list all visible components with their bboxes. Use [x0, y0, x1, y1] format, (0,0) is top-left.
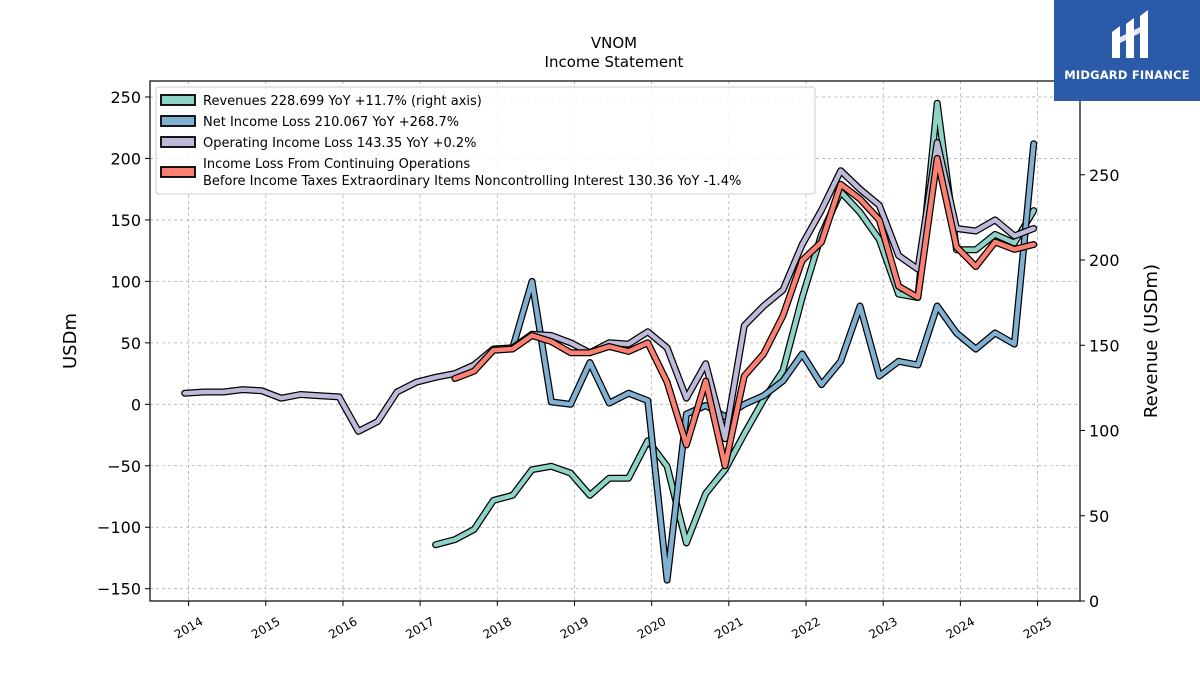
legend-swatch — [160, 136, 196, 148]
x-tick-label: 2025 — [1021, 614, 1054, 641]
series-line — [510, 141, 1036, 583]
legend-swatch — [160, 166, 196, 178]
y-axis-label: USDm — [60, 313, 81, 369]
x-tick-label: 2019 — [558, 614, 591, 641]
right-axis: 0 50 100 150 200 250 — [1080, 166, 1120, 611]
y-tick-label: 100 — [110, 272, 141, 291]
chart-subtitle: Income Statement — [545, 53, 684, 71]
brand-logo: MIDGARD FINANCE — [1054, 0, 1200, 101]
brand-mark-icon — [1112, 10, 1148, 58]
x-tick-label: 2017 — [403, 614, 436, 641]
x-tick-label: 2016 — [326, 614, 359, 641]
series-line — [182, 140, 1036, 441]
y-tick-label: 0 — [131, 395, 141, 414]
legend-swatch — [160, 115, 196, 127]
legend-label: Operating Income Loss 143.35 YoY +0.2% — [203, 136, 477, 151]
x-axis: 2014 2015 2016 2017 2018 2019 2020 2021 2022 2023… — [172, 601, 1054, 642]
legend-swatch — [160, 94, 196, 106]
y-right-tick-label: 50 — [1089, 507, 1109, 526]
legend-label: Net Income Loss 210.067 YoY +268.7% — [203, 115, 459, 130]
plot-frame — [149, 80, 1081, 602]
series-2 — [509, 140, 1038, 584]
x-tick-label: 2014 — [172, 614, 205, 641]
y-right-tick-label: 150 — [1089, 336, 1120, 355]
x-tick-label: 2024 — [944, 614, 977, 641]
y-tick-label: 200 — [110, 149, 141, 168]
x-tick-label: 2023 — [866, 614, 899, 641]
x-tick-label: 2020 — [635, 614, 668, 641]
y-right-tick-label: 100 — [1089, 422, 1120, 441]
legend-label: Revenues 228.699 YoY +11.7% (right axis) — [203, 94, 482, 109]
series-1 — [432, 99, 1038, 549]
chart-title: VNOM — [591, 34, 637, 52]
y-tick-label: 50 — [121, 334, 141, 353]
series-line — [452, 156, 1036, 469]
brand-name: MIDGARD FINANCE — [1064, 68, 1190, 82]
y-axis-label-right: Revenue (USDm) — [1141, 264, 1162, 418]
y-right-tick-label: 250 — [1089, 166, 1120, 185]
x-tick-label: 2018 — [481, 614, 514, 641]
series-line — [433, 100, 1036, 547]
legend-label: Before Income Taxes Extraordinary Items … — [203, 174, 741, 189]
y-tick-label: −50 — [107, 457, 141, 476]
x-tick-label: 2015 — [249, 614, 282, 641]
y-tick-label: −100 — [97, 518, 141, 537]
y-right-tick-label: 0 — [1089, 592, 1099, 611]
y-tick-label: 150 — [110, 211, 141, 230]
y-tick-label: −150 — [97, 580, 141, 599]
y-right-tick-label: 200 — [1089, 251, 1120, 270]
series-4 — [451, 154, 1038, 470]
legend-label: Income Loss From Continuing Operations — [203, 157, 470, 172]
x-tick-label: 2021 — [712, 614, 745, 641]
legend-box — [155, 86, 816, 195]
x-tick-label: 2022 — [789, 614, 822, 641]
y-tick-label: 250 — [110, 88, 141, 107]
series-3 — [181, 139, 1038, 443]
series-layer — [181, 99, 1038, 584]
left-axis: −150 −100 −50 0 50 100 150 200 250 — [97, 88, 150, 599]
legend: Revenues 228.699 YoY +11.7% (right axis)… — [155, 86, 816, 195]
